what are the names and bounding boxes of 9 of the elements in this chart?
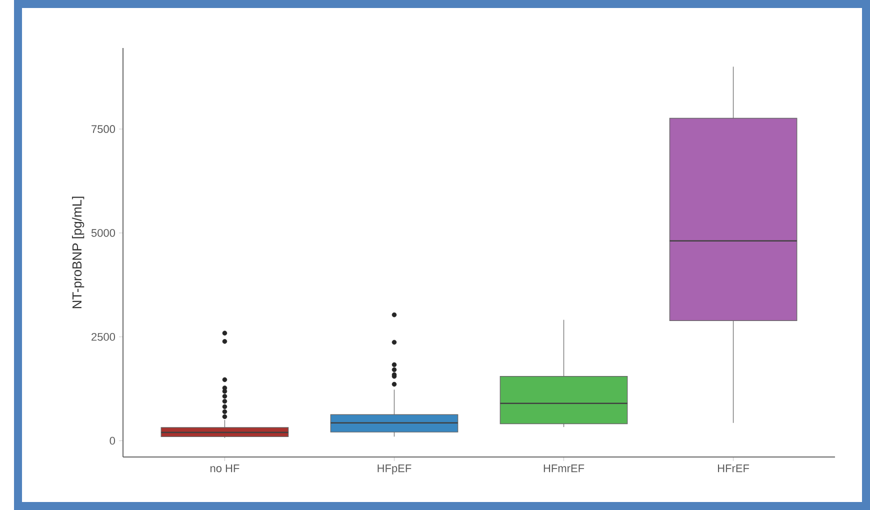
x-tick-label: no HF [210,464,240,472]
x-tick-label: HFrEF [718,464,750,472]
y-axis-title: NT-proBNP [pg/mL] [72,196,84,308]
x-tick-label: HFmrEF [544,464,584,472]
y-tick-label: 5000 [91,229,116,237]
y-tick-label: 7500 [92,125,116,133]
x-tick-label: HFpEF [378,464,412,474]
y-tick-label: 0 [110,436,116,445]
y-tick-label: 2500 [92,332,116,341]
